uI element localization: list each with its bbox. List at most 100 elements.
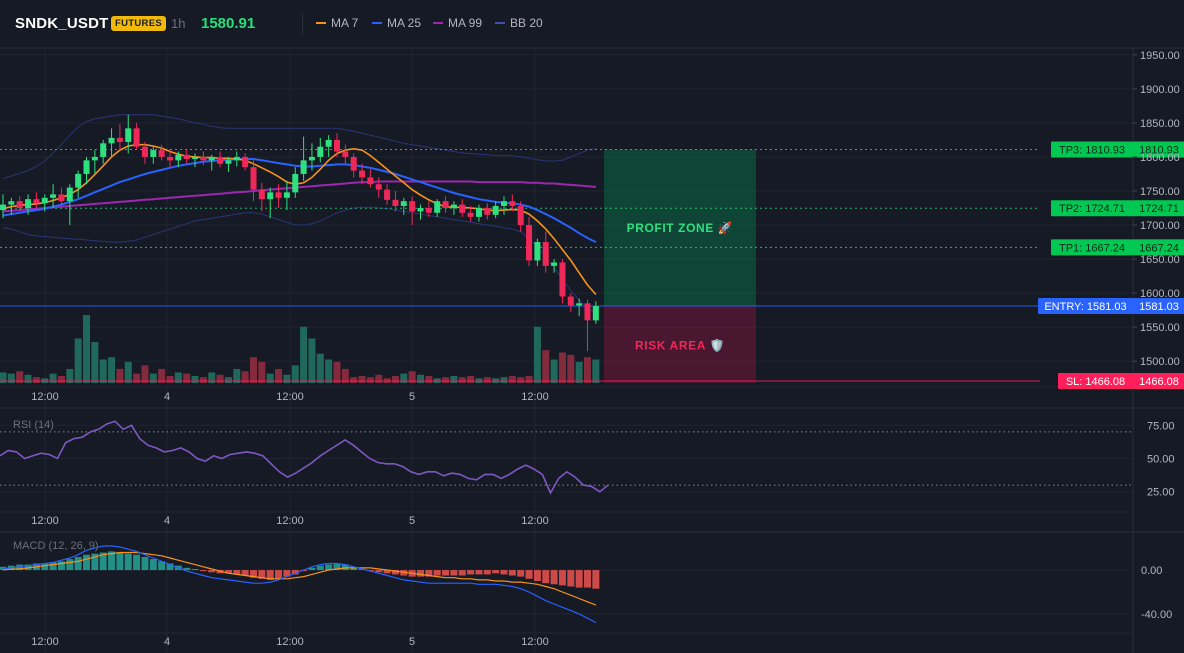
candle-body	[542, 242, 549, 266]
trade-zones: PROFIT ZONE 🚀 RISK AREA 🛡️	[604, 149, 756, 383]
candle-body	[417, 208, 424, 212]
candle-body	[50, 194, 57, 198]
macd-time-axis: 12:00 4 12:00 5 12:00	[31, 636, 549, 648]
volume-bar	[467, 375, 475, 383]
candle-body	[267, 192, 274, 200]
legend-ma7-label: MA 7	[331, 16, 359, 30]
volume-bar	[91, 341, 99, 383]
candle-body	[475, 208, 482, 217]
legend-bb20[interactable]: BB 20	[495, 16, 543, 30]
volume-bar	[166, 375, 174, 383]
volume-bar	[542, 350, 550, 383]
candle-body	[342, 151, 349, 157]
candle-body	[192, 156, 199, 159]
volume-bar	[500, 377, 508, 383]
level-label: TP3: 1810.93	[1059, 145, 1125, 157]
candle-body	[183, 154, 190, 159]
level-label: TP1: 1667.24	[1059, 242, 1125, 254]
macd-hist-bar	[584, 570, 591, 588]
volume-bar	[0, 372, 7, 383]
ma99-line	[2, 180, 596, 213]
candle-body	[559, 262, 566, 297]
macd-axis-label: -40.00	[1141, 609, 1172, 621]
macd-hist-bar	[475, 570, 483, 575]
candle-body	[359, 170, 366, 178]
macd-hist-bar	[592, 570, 600, 589]
time-axis-label: 12:00	[521, 636, 549, 648]
macd-hist-bar	[74, 556, 82, 571]
level-value-box	[1133, 141, 1184, 158]
candle-body	[584, 303, 591, 321]
candle-body	[384, 189, 391, 200]
macd-title: MACD (12, 26, 9)	[13, 540, 99, 552]
futures-badge: FUTURES	[111, 16, 166, 31]
legend-ma99[interactable]: MA 99	[433, 16, 482, 30]
legend-ma7[interactable]: MA 7	[316, 16, 358, 30]
macd-hist-bar	[458, 570, 466, 576]
macd-hist-bar	[124, 553, 132, 571]
volume-bar	[116, 368, 124, 383]
time-axis-label: 12:00	[276, 636, 304, 648]
candles	[0, 114, 599, 351]
symbol-name[interactable]: SNDK_USDT	[15, 15, 109, 32]
candle-body	[116, 137, 123, 142]
grid-layer	[0, 47, 1184, 653]
level-value-box	[1133, 373, 1184, 389]
macd-hist-bar	[442, 570, 450, 576]
volume-bar	[149, 373, 157, 383]
candle-body	[501, 201, 507, 206]
time-axis-label: 5	[409, 636, 415, 648]
macd-hist-bar	[517, 570, 525, 577]
macd-hist-bar	[542, 570, 550, 584]
volume-bar	[508, 375, 516, 383]
rsi-time-axis: 12:00 4 12:00 5 12:00	[31, 515, 549, 527]
macd-hist-bar	[233, 570, 241, 575]
level-label-box	[1051, 200, 1133, 217]
volume-bar	[584, 357, 591, 383]
macd-hist-bar	[550, 570, 558, 585]
price-axis-label: 1950.00	[1140, 50, 1180, 62]
volume-bar	[533, 326, 541, 383]
volume-bar	[442, 377, 450, 383]
macd-hist-bar	[183, 567, 191, 571]
macd-hist-bar	[391, 570, 399, 575]
macd-hist-bar	[275, 570, 283, 579]
macd-hist-bar	[316, 565, 324, 571]
volume-bar	[7, 373, 15, 383]
volume-bar	[258, 361, 266, 383]
volume-bar	[325, 359, 333, 383]
price-axis-label: 1750.00	[1140, 186, 1180, 198]
macd-hist-bar	[383, 570, 391, 574]
candle-body	[300, 160, 307, 174]
timeframe-selector[interactable]: 1h	[171, 16, 186, 31]
macd-hist-bar	[133, 554, 141, 571]
candle-body	[484, 208, 491, 215]
volume-bar	[375, 374, 383, 383]
volume-bar	[408, 371, 416, 383]
candle-body	[592, 306, 599, 321]
volume-bar	[417, 374, 424, 383]
rsi-axis-label: 25.00	[1147, 487, 1175, 499]
level-value-box	[1133, 239, 1184, 256]
volume-bar	[350, 377, 358, 383]
volume-bar	[308, 338, 316, 383]
volume-bar	[74, 338, 82, 383]
level-label-box	[1051, 141, 1133, 158]
candle-body	[25, 199, 32, 209]
macd-pane: MACD (12, 26, 9) 0.00 -40.00	[0, 540, 1172, 624]
volume-bar	[291, 365, 299, 383]
volume-bar	[558, 352, 566, 383]
volume-bar	[24, 374, 32, 383]
level-value-box	[1133, 298, 1184, 315]
volume-bar	[141, 365, 149, 383]
macd-hist-bar	[291, 570, 299, 575]
price-time-axis: 12:00 4 12:00 5 12:00	[31, 391, 549, 403]
level-value: 1724.71	[1139, 203, 1179, 215]
level-value: 1466.08	[1139, 376, 1179, 388]
macd-hist-bar	[450, 570, 458, 576]
volume-bar	[32, 377, 40, 383]
legend-ma25[interactable]: MA 25	[372, 16, 421, 30]
volume-bar	[283, 374, 291, 383]
ma99-swatch-icon	[433, 22, 443, 24]
